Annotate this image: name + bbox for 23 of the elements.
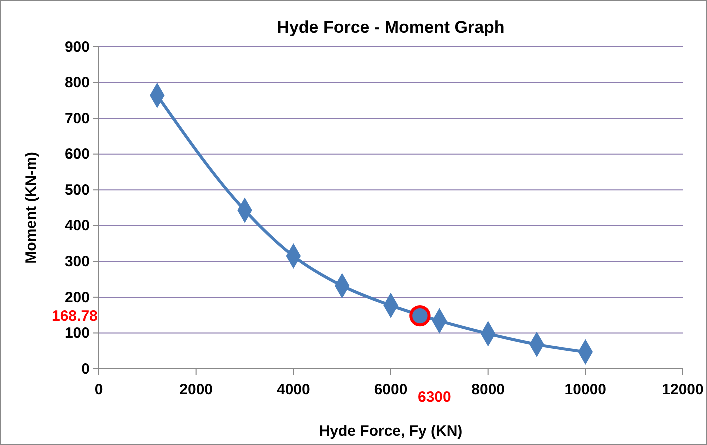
y-tick-label: 300 — [64, 253, 90, 270]
text: 6300 — [418, 389, 452, 406]
x-tick-label: 8000 — [472, 382, 506, 398]
x-tick-label: 10000 — [564, 382, 607, 398]
chart-title: Hyde Force - Moment Graph — [277, 18, 505, 37]
y-tick-label: 900 — [64, 38, 90, 56]
y-tick-label: 700 — [64, 110, 90, 128]
point — [410, 305, 431, 327]
x-tick-label: 0 — [94, 382, 104, 398]
x-tick-label: 2000 — [180, 382, 214, 398]
y-tick-label: 600 — [64, 146, 90, 164]
y-tick-label: 100 — [64, 325, 90, 342]
x-tick-label: 12000 — [662, 382, 704, 398]
x-tick-label: 4000 — [276, 382, 310, 398]
y-tick-label: 0 — [82, 360, 90, 378]
y-tick-label: 800 — [64, 74, 90, 92]
y-tick-label: 400 — [64, 218, 90, 235]
y-tick-label: 500 — [64, 182, 90, 199]
y-axis-title: Moment (KN-m) — [23, 152, 40, 264]
y-tick-label: 200 — [64, 289, 90, 306]
text: 168.78 — [52, 308, 98, 325]
x-axis-title: Hyde Force, Fy (KN) — [319, 423, 463, 440]
x-tick-label: 6000 — [374, 382, 408, 398]
